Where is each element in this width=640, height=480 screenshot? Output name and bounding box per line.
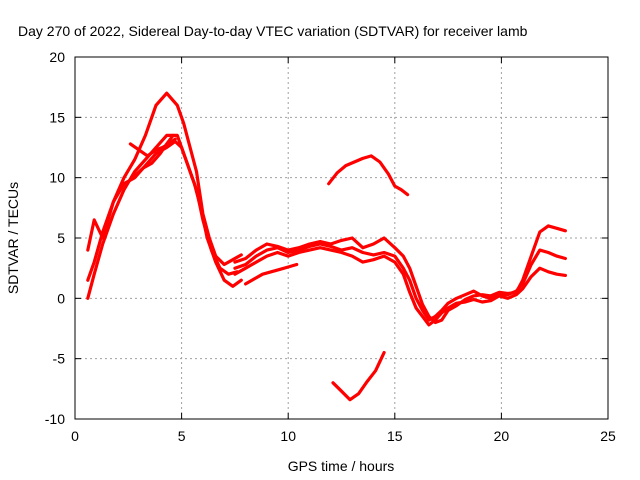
y-tick-label: -5 (53, 351, 66, 367)
x-tick-label: 20 (494, 428, 510, 444)
x-tick-label: 25 (600, 428, 616, 444)
series-line-arc-10 (327, 154, 410, 197)
series-line-arc-5 (128, 137, 177, 158)
series-line-arc-11 (331, 351, 386, 402)
series-line-arc-6 (233, 224, 568, 325)
x-axis-label: GPS time / hours (288, 458, 395, 474)
y-tick-label: -10 (45, 411, 65, 427)
plot-frame (74, 56, 609, 420)
x-tick-label: 0 (71, 428, 79, 444)
y-tick-label: 20 (49, 49, 65, 65)
chart-title: Day 270 of 2022, Sidereal Day-to-day VTE… (18, 23, 528, 39)
series-line-arc-8 (233, 246, 568, 327)
y-axis-label: SDTVAR / TECUs (5, 182, 21, 294)
x-tick-label: 15 (387, 428, 403, 444)
series-line-arc-7 (233, 242, 568, 322)
y-tick-label: 0 (57, 290, 65, 306)
grid-lines (75, 57, 608, 419)
y-tick-label: 10 (49, 170, 65, 186)
series-group (86, 91, 568, 402)
y-tick-label: 15 (49, 109, 65, 125)
series-line-arc-4 (131, 133, 175, 180)
x-tick-label: 5 (178, 428, 186, 444)
x-tick-label: 10 (280, 428, 296, 444)
y-tick-label: 5 (57, 230, 65, 246)
series-line-arc-3 (86, 139, 243, 288)
series-line-arc-9 (244, 262, 299, 286)
series-line-arc-1 (86, 91, 243, 267)
